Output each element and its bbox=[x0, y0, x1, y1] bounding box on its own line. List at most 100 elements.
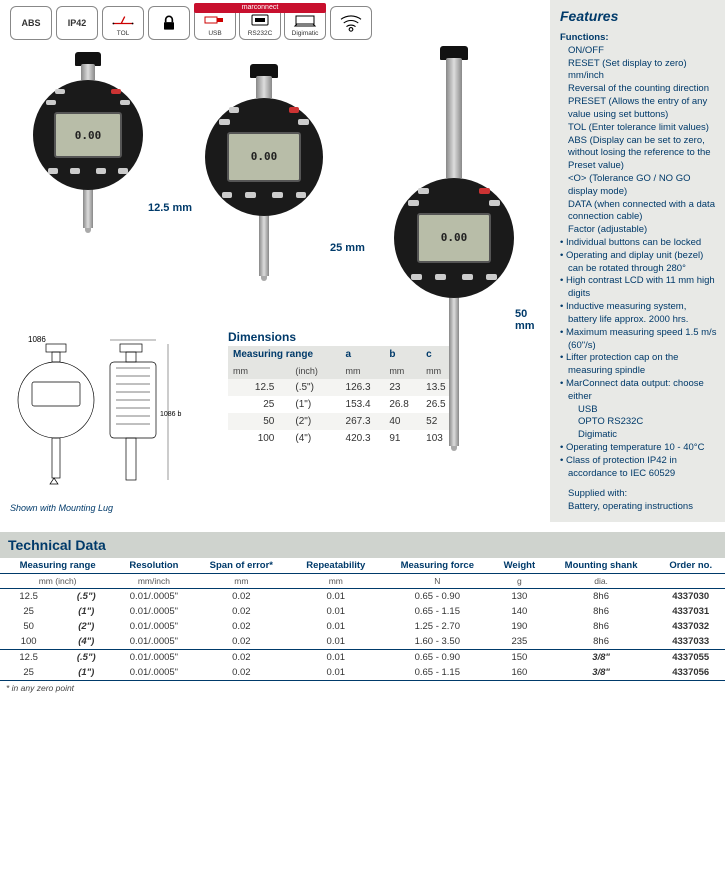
lcd-value: 0.00 bbox=[441, 231, 468, 244]
tech-unit-weight: g bbox=[493, 574, 546, 589]
lcd-value: 0.00 bbox=[75, 129, 102, 142]
marconnect-opt: Digimatic bbox=[568, 429, 717, 442]
indicator-label-25: 25 mm bbox=[330, 242, 365, 254]
indicator-label-12-5: 12.5 mm bbox=[148, 202, 192, 214]
drawing-variant: 1086 b bbox=[160, 411, 182, 418]
indicator-stem-top bbox=[256, 76, 271, 98]
badge-ip42-text: IP42 bbox=[68, 18, 87, 28]
indicator-50: 0.00 bbox=[390, 46, 518, 451]
tech-unit-shank: dia. bbox=[546, 574, 657, 589]
indicator-tip bbox=[261, 276, 267, 281]
indicator-lcd: 0.00 bbox=[227, 132, 300, 182]
bullet-item: Lifter protection cap on the measuring s… bbox=[560, 352, 717, 378]
indicator-dial: 0.00 bbox=[33, 80, 143, 190]
table-row: 25(1")0.01/.0005"0.020.010.65 - 1.151408… bbox=[0, 604, 725, 619]
indicator-25: 0.00 bbox=[200, 64, 328, 281]
marconnect-opt: OPTO RS232C bbox=[568, 416, 717, 429]
drawing-caption: Shown with Mounting Lug bbox=[10, 503, 220, 513]
function-item: RESET (Set display to zero) bbox=[560, 58, 717, 71]
dim-col-a: a bbox=[341, 346, 385, 363]
drawing-model: 1086 bbox=[28, 335, 46, 344]
indicator-lcd: 0.00 bbox=[417, 213, 491, 263]
lcd-value: 0.00 bbox=[251, 150, 278, 163]
function-item: TOL (Enter tolerance limit values) bbox=[560, 122, 717, 135]
function-item: DATA (when connected with a data connect… bbox=[560, 199, 717, 225]
badge-tol: TOL bbox=[102, 6, 144, 40]
function-item: ABS (Display can be set to zero, without… bbox=[560, 135, 717, 173]
indicator-dial: 0.00 bbox=[205, 98, 323, 216]
technical-title: Technical Data bbox=[0, 532, 725, 558]
table-row: 12.5(.5")0.01/.0005"0.020.010.65 - 0.901… bbox=[0, 589, 725, 605]
dim-unit-inch: (inch) bbox=[290, 363, 340, 379]
dim-unit-mm: mm bbox=[228, 363, 290, 379]
wireless-icon bbox=[338, 13, 364, 33]
function-item: ON/OFF bbox=[560, 45, 717, 58]
marconnect-badge-group: marconnect USB RS232C Digimatic bbox=[194, 6, 326, 40]
indicator-stem-bottom bbox=[83, 188, 93, 228]
tech-unit-span: mm bbox=[193, 574, 290, 589]
dim-col-range: Measuring range bbox=[228, 346, 341, 363]
table-row: 25(1")0.01/.0005"0.020.010.65 - 1.151603… bbox=[0, 665, 725, 681]
indicator-stem-top bbox=[81, 64, 95, 80]
marconnect-label: marconnect bbox=[194, 3, 326, 13]
bullet-item: Maximum measuring speed 1.5 m/s (60"/s) bbox=[560, 327, 717, 353]
bullet-list: Individual buttons can be locked Operati… bbox=[560, 237, 717, 480]
indicator-tip bbox=[451, 446, 457, 451]
technical-table: Measuring range Resolution Span of error… bbox=[0, 558, 725, 681]
indicator-stem-bottom bbox=[449, 296, 459, 446]
technical-data-section: Technical Data Measuring range Resolutio… bbox=[0, 532, 725, 693]
table-row: 12.5(.5")0.01/.0005"0.020.010.65 - 0.901… bbox=[0, 650, 725, 666]
badge-abs: ABS bbox=[10, 6, 52, 40]
badge-row: ABS IP42 TOL marconnect USB RS232C bbox=[10, 6, 542, 40]
tech-unit-rep: mm bbox=[290, 574, 382, 589]
tech-col-res: Resolution bbox=[115, 558, 192, 574]
bullet-item: Inductive measuring system, battery life… bbox=[560, 301, 717, 327]
marconnect-lead: MarConnect data output: choose either bbox=[566, 378, 704, 402]
bullet-item: Operating temperature 10 - 40°C bbox=[560, 442, 717, 455]
marconnect-opt: USB bbox=[568, 404, 717, 417]
badge-lock bbox=[148, 6, 190, 40]
functions-header: Functions: bbox=[560, 32, 717, 45]
lock-icon bbox=[156, 13, 182, 33]
bullet-item: High contrast LCD with 11 mm high digits bbox=[560, 275, 717, 301]
indicator-stem-top bbox=[446, 58, 461, 178]
functions-list: ON/OFF RESET (Set display to zero) mm/in… bbox=[560, 45, 717, 237]
dim-unit-a: mm bbox=[341, 363, 385, 379]
technical-drawing: 1086 bbox=[10, 330, 220, 513]
tech-col-force: Measuring force bbox=[382, 558, 494, 574]
tech-col-shank: Mounting shank bbox=[546, 558, 657, 574]
tech-unit-force: N bbox=[382, 574, 494, 589]
features-panel: Features Functions: ON/OFF RESET (Set di… bbox=[550, 0, 725, 522]
tech-col-span: Span of error* bbox=[193, 558, 290, 574]
supplied-header: Supplied with: bbox=[560, 488, 717, 501]
badge-digimatic-text: Digimatic bbox=[292, 30, 319, 37]
indicator-12-5: 0.00 bbox=[28, 52, 148, 233]
function-item: PRESET (Allows the entry of any value us… bbox=[560, 96, 717, 122]
features-title: Features bbox=[560, 8, 717, 24]
indicator-lcd: 0.00 bbox=[54, 112, 122, 158]
badge-tol-text: TOL bbox=[117, 30, 130, 37]
badge-wireless bbox=[330, 6, 372, 40]
indicator-label-50: 50 mm bbox=[515, 308, 542, 332]
tech-col-range: Measuring range bbox=[0, 558, 115, 574]
tol-icon bbox=[110, 10, 136, 30]
function-item: <O> (Tolerance GO / NO GO display mode) bbox=[560, 173, 717, 199]
indicator-stem-bottom bbox=[259, 214, 269, 276]
bullet-item: Operating and diplay unit (bezel) can be… bbox=[560, 250, 717, 276]
function-item: Reversal of the counting direction bbox=[560, 83, 717, 96]
badge-abs-text: ABS bbox=[21, 18, 40, 28]
tech-unit-order bbox=[656, 574, 725, 589]
tech-unit-res: mm/inch bbox=[115, 574, 192, 589]
tech-unit-range: mm (inch) bbox=[0, 574, 115, 589]
tech-col-weight: Weight bbox=[493, 558, 546, 574]
tech-col-order: Order no. bbox=[656, 558, 725, 574]
table-row: 50(2")0.01/.0005"0.020.011.25 - 2.701908… bbox=[0, 619, 725, 634]
function-item: mm/inch bbox=[560, 70, 717, 83]
badge-ip42: IP42 bbox=[56, 6, 98, 40]
bullet-marconnect: MarConnect data output: choose either US… bbox=[560, 378, 717, 442]
product-images: 0.00 12.5 mm 0.00 bbox=[10, 50, 542, 330]
technical-footnote: * in any zero point bbox=[0, 681, 725, 693]
function-item: Factor (adjustable) bbox=[560, 224, 717, 237]
indicator-dial: 0.00 bbox=[394, 178, 514, 298]
supplied-text: Battery, operating instructions bbox=[560, 501, 717, 514]
